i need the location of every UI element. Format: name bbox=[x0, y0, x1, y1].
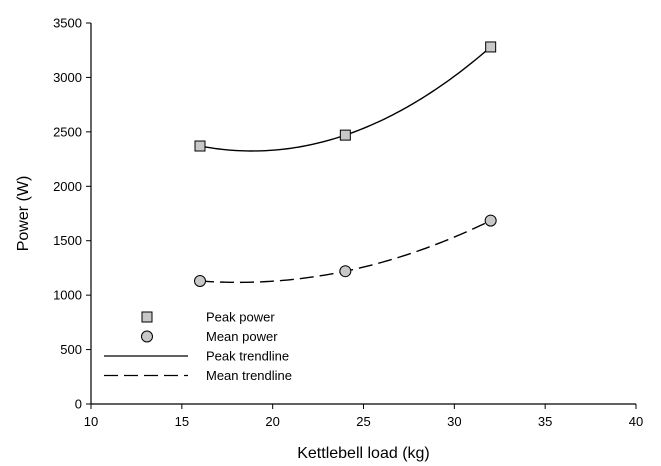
legend-label-peak-power: Peak power bbox=[206, 310, 275, 325]
legend-label-peak-trendline: Peak trendline bbox=[206, 349, 289, 364]
trendlines bbox=[199, 46, 492, 284]
data-points bbox=[194, 41, 497, 287]
x-tick-label: 10 bbox=[84, 414, 98, 429]
x-tick-label: 30 bbox=[447, 414, 461, 429]
legend-label-mean-power: Mean power bbox=[206, 329, 278, 344]
y-tick-label: 500 bbox=[60, 342, 82, 357]
peak-power-point bbox=[194, 140, 206, 152]
y-axis-title: Power (W) bbox=[15, 176, 32, 252]
peak-power-point bbox=[339, 129, 351, 141]
x-tick-label: 40 bbox=[629, 414, 643, 429]
y-ticks: 0 500 1000 1500 2000 2500 3000 3500 bbox=[53, 16, 91, 412]
y-tick-label: 3000 bbox=[53, 70, 82, 85]
x-tick-label: 35 bbox=[538, 414, 552, 429]
mean-power-point bbox=[339, 265, 352, 278]
y-tick-label: 3500 bbox=[53, 16, 82, 31]
x-tick-label: 25 bbox=[356, 414, 370, 429]
x-axis-title: Kettlebell load (kg) bbox=[297, 445, 430, 462]
legend-marker-peak-power bbox=[141, 311, 153, 323]
y-tick-label: 2000 bbox=[53, 179, 82, 194]
x-ticks: 10 15 20 25 30 35 40 bbox=[84, 404, 643, 429]
mean-power-point bbox=[484, 214, 497, 227]
axes bbox=[90, 23, 636, 405]
y-tick-label: 1500 bbox=[53, 233, 82, 248]
y-tick-label: 2500 bbox=[53, 124, 82, 139]
mean-power-point bbox=[194, 274, 206, 287]
x-tick-label: 15 bbox=[175, 414, 189, 429]
y-tick-label: 0 bbox=[75, 397, 82, 412]
legend-label-mean-trendline: Mean trendline bbox=[206, 368, 292, 383]
y-tick-label: 1000 bbox=[53, 288, 82, 303]
legend-marker-mean-power bbox=[141, 330, 153, 343]
x-tick-label: 20 bbox=[265, 414, 279, 429]
peak-power-point bbox=[485, 41, 497, 53]
legend: Peak power Mean power Peak trendline Mea… bbox=[104, 310, 292, 383]
